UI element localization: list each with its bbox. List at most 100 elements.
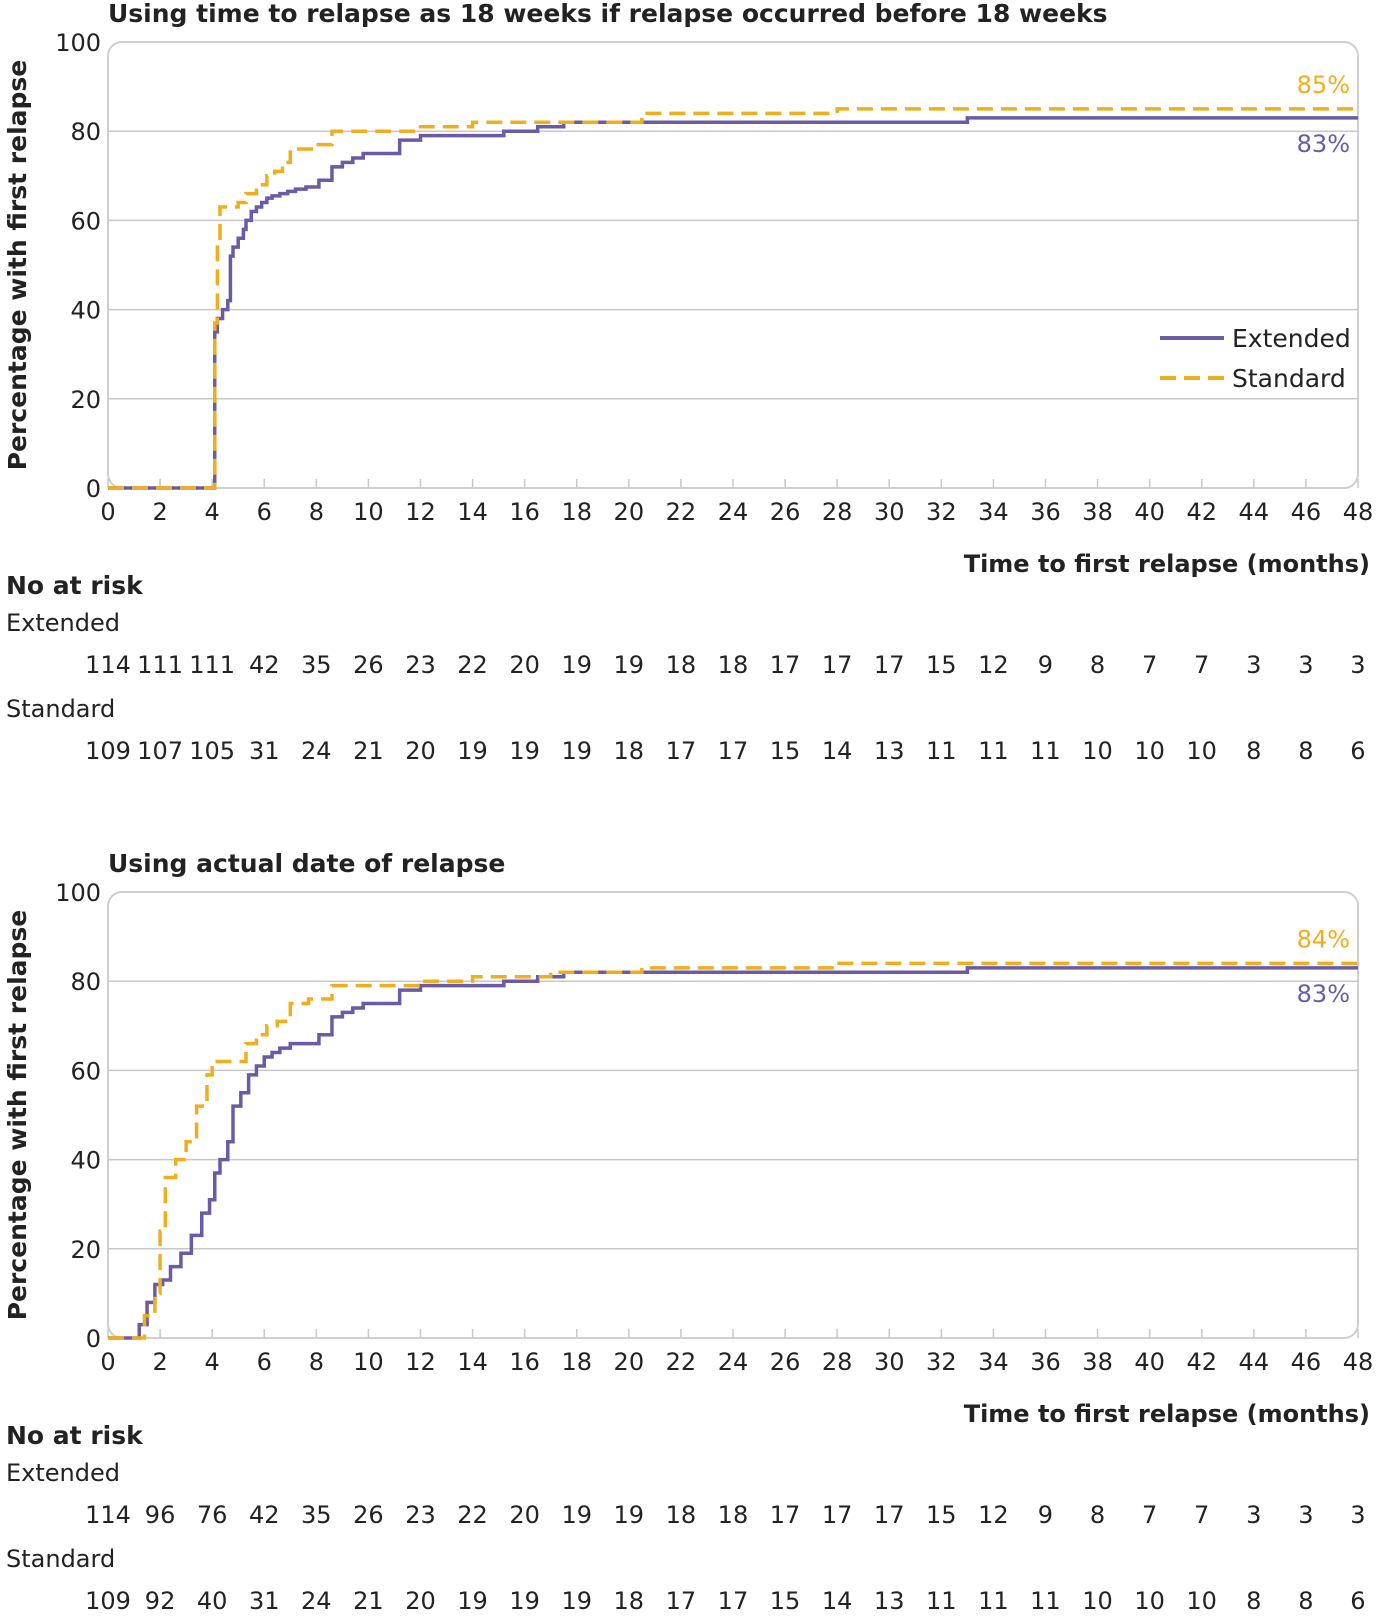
at-risk-value: 18 xyxy=(718,1501,749,1529)
at-risk-group-label: Standard xyxy=(6,695,115,723)
x-tick-label: 14 xyxy=(457,1348,488,1376)
at-risk-value: 14 xyxy=(822,1587,853,1615)
x-tick-label: 8 xyxy=(309,1348,324,1376)
at-risk-value: 10 xyxy=(1134,1587,1165,1615)
at-risk-value: 8 xyxy=(1246,1587,1261,1615)
at-risk-value: 13 xyxy=(874,737,905,765)
at-risk-value: 109 xyxy=(85,1587,131,1615)
at-risk-value: 18 xyxy=(614,1587,645,1615)
y-tick-label: 40 xyxy=(70,1147,101,1175)
x-tick-label: 32 xyxy=(926,498,957,526)
at-risk-value: 17 xyxy=(770,651,801,679)
x-tick-label: 28 xyxy=(822,1348,853,1376)
chart-panel-1: Using time to relapse as 18 weeks if rel… xyxy=(3,0,1373,765)
at-risk-value: 105 xyxy=(189,737,235,765)
at-risk-value: 17 xyxy=(718,737,749,765)
legend-extended-label: Extended xyxy=(1232,324,1351,353)
x-tick-label: 44 xyxy=(1239,1348,1270,1376)
at-risk-value: 20 xyxy=(405,1587,436,1615)
at-risk-value: 17 xyxy=(822,1501,853,1529)
at-risk-value: 18 xyxy=(614,737,645,765)
at-risk-value: 10 xyxy=(1082,1587,1113,1615)
at-risk-value: 10 xyxy=(1134,737,1165,765)
at-risk-value: 8 xyxy=(1090,651,1105,679)
x-tick-label: 36 xyxy=(1030,1348,1061,1376)
series-extended-line xyxy=(108,966,1358,1340)
series-standard-end-label: 84% xyxy=(1297,925,1350,953)
x-tick-label: 34 xyxy=(978,498,1009,526)
at-risk-value: 11 xyxy=(978,737,1009,765)
x-tick-label: 16 xyxy=(509,1348,540,1376)
x-tick-label: 4 xyxy=(205,498,220,526)
y-axis-label: Percentage with first relapse xyxy=(3,60,32,471)
at-risk-value: 3 xyxy=(1350,651,1365,679)
x-tick-label: 38 xyxy=(1082,498,1113,526)
at-risk-value: 114 xyxy=(85,1501,131,1529)
at-risk-value: 114 xyxy=(85,651,131,679)
x-tick-label: 34 xyxy=(978,1348,1009,1376)
at-risk-value: 17 xyxy=(770,1501,801,1529)
x-tick-label: 18 xyxy=(561,498,592,526)
at-risk-value: 7 xyxy=(1142,651,1157,679)
x-tick-label: 36 xyxy=(1030,498,1061,526)
at-risk-value: 19 xyxy=(561,651,592,679)
at-risk-value: 17 xyxy=(718,1587,749,1615)
at-risk-value: 9 xyxy=(1038,651,1053,679)
series-standard-end-label: 85% xyxy=(1297,71,1350,99)
at-risk-value: 11 xyxy=(926,737,957,765)
at-risk-value: 3 xyxy=(1246,1501,1261,1529)
x-tick-label: 42 xyxy=(1186,498,1217,526)
legend: Extended Standard xyxy=(1160,324,1351,393)
at-risk-value: 13 xyxy=(874,1587,905,1615)
at-risk-value: 9 xyxy=(1038,1501,1053,1529)
x-axis-label: Time to first relapse (months) xyxy=(964,1400,1370,1428)
at-risk-value: 31 xyxy=(249,737,280,765)
x-tick-label: 2 xyxy=(152,498,167,526)
x-tick-label: 22 xyxy=(666,1348,697,1376)
x-tick-label: 14 xyxy=(457,498,488,526)
x-tick-label: 46 xyxy=(1291,498,1322,526)
y-tick-label: 60 xyxy=(70,207,101,235)
at-risk-value: 26 xyxy=(353,1501,384,1529)
at-risk-value: 6 xyxy=(1350,737,1365,765)
x-tick-label: 6 xyxy=(257,1348,272,1376)
at-risk-value: 40 xyxy=(197,1587,228,1615)
at-risk-value: 21 xyxy=(353,1587,384,1615)
at-risk-value: 26 xyxy=(353,651,384,679)
x-tick-label: 12 xyxy=(405,498,436,526)
at-risk-value: 92 xyxy=(145,1587,176,1615)
at-risk-value: 11 xyxy=(1030,737,1061,765)
x-tick-label: 30 xyxy=(874,498,905,526)
x-tick-label: 24 xyxy=(718,1348,749,1376)
at-risk-value: 11 xyxy=(1030,1587,1061,1615)
y-tick-label: 0 xyxy=(86,475,101,503)
at-risk-value: 19 xyxy=(509,1587,540,1615)
x-tick-label: 46 xyxy=(1291,1348,1322,1376)
at-risk-value: 23 xyxy=(405,1501,436,1529)
x-tick-label: 12 xyxy=(405,1348,436,1376)
at-risk-value: 8 xyxy=(1298,1587,1313,1615)
at-risk-value: 19 xyxy=(614,1501,645,1529)
at-risk-value: 111 xyxy=(137,651,183,679)
at-risk-value: 19 xyxy=(561,737,592,765)
at-risk-value: 35 xyxy=(301,1501,332,1529)
at-risk-value: 42 xyxy=(249,651,280,679)
x-tick-label: 48 xyxy=(1343,1348,1374,1376)
at-risk-value: 17 xyxy=(874,1501,905,1529)
at-risk-heading: No at risk xyxy=(6,571,144,600)
at-risk-value: 11 xyxy=(978,1587,1009,1615)
at-risk-value: 15 xyxy=(770,737,801,765)
at-risk-value: 15 xyxy=(770,1587,801,1615)
y-axis-label: Percentage with first relapse xyxy=(3,910,32,1321)
series-extended-line xyxy=(108,116,1358,490)
at-risk-value: 22 xyxy=(457,651,488,679)
x-tick-label: 20 xyxy=(614,1348,645,1376)
at-risk-value: 20 xyxy=(405,737,436,765)
y-tick-label: 20 xyxy=(70,386,101,414)
at-risk-value: 17 xyxy=(874,651,905,679)
x-tick-label: 6 xyxy=(257,498,272,526)
at-risk-value: 7 xyxy=(1142,1501,1157,1529)
y-tick-label: 100 xyxy=(55,879,101,907)
series-standard-line xyxy=(108,961,1358,1340)
